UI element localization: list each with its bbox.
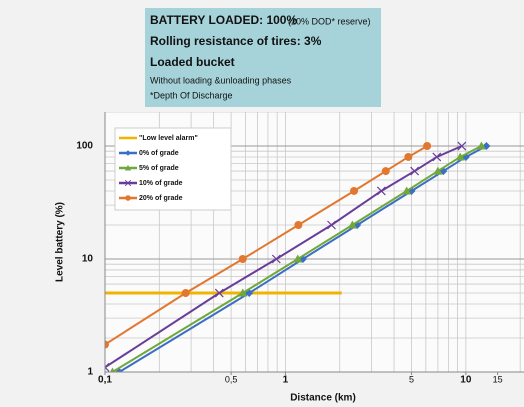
marker [410, 166, 420, 176]
series-line [105, 145, 463, 369]
header-line: Without loading &unloading phases [150, 75, 292, 85]
marker [423, 142, 432, 151]
y-tick-label: 100 [76, 141, 93, 152]
y-tick-label: 1 [87, 367, 93, 378]
legend-label: "Low level alarm" [139, 135, 198, 142]
marker [125, 195, 131, 201]
legend: "Low level alarm" 0% of grade 5% of grade 1… [114, 127, 232, 211]
y-tick-label: 10 [82, 254, 94, 265]
series-group [105, 141, 491, 372]
marker [238, 255, 247, 264]
marker [350, 186, 359, 195]
marker [457, 141, 467, 151]
marker [124, 164, 132, 171]
marker [347, 220, 357, 229]
x-axis-title: Distance (km) [290, 393, 356, 404]
marker [376, 186, 386, 196]
marker [476, 141, 486, 150]
x-tick-label: 1 [283, 375, 289, 386]
marker [455, 152, 465, 161]
y-axis-title: Level battery (%) [55, 202, 66, 282]
legend-label: 5% of grade [139, 165, 179, 172]
x-tick-label: 0,5 [225, 374, 238, 384]
marker [115, 368, 124, 372]
header-line: BATTERY LOADED: 100% [150, 13, 297, 27]
header-box [145, 8, 381, 107]
legend-label: 10% of grade [139, 180, 183, 187]
marker [381, 167, 390, 176]
x-tick-label: 15 [493, 374, 503, 384]
series-line [105, 145, 428, 346]
header-line: *Depth Of Discharge [150, 90, 233, 100]
marker [294, 220, 303, 229]
marker [293, 254, 303, 263]
x-tick-label: 10 [460, 375, 472, 386]
x-tick-label: 5 [409, 374, 414, 384]
marker [125, 150, 131, 156]
header-note: (20% DOD* reserve) [288, 16, 371, 26]
legend-label: 0% of grade [139, 150, 179, 157]
marker [432, 152, 442, 162]
header-line: Loaded bucket [150, 55, 235, 69]
marker [327, 220, 336, 230]
marker [404, 152, 413, 161]
marker [124, 179, 132, 187]
legend-label: 20% of grade [139, 195, 183, 202]
marker [214, 288, 224, 298]
marker [109, 367, 116, 372]
marker [402, 186, 412, 195]
marker [238, 288, 248, 297]
header-line: Rolling resistance of tires: 3% [150, 34, 322, 48]
marker [271, 254, 281, 264]
marker [433, 166, 443, 175]
x-tick-label: 0,1 [98, 375, 112, 386]
marker [181, 289, 190, 298]
marker [105, 362, 110, 372]
marker [105, 340, 109, 349]
